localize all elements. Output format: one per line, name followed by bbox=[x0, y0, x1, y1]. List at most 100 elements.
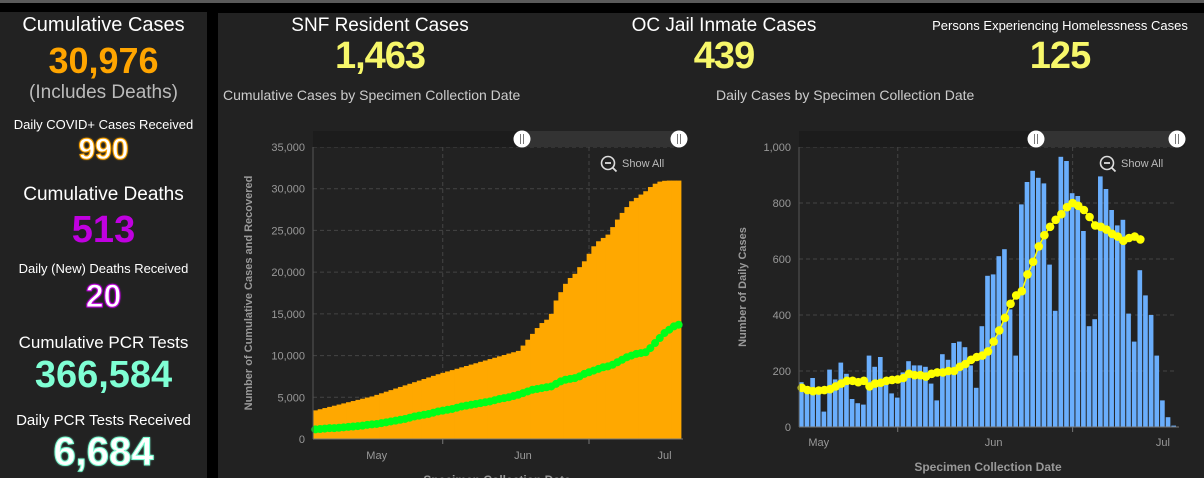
show-all-label[interactable]: Show All bbox=[1121, 158, 1163, 170]
bar-jun-23[interactable] bbox=[624, 207, 630, 439]
bar-jun-21[interactable] bbox=[1103, 189, 1109, 427]
bar-jun-18[interactable] bbox=[1086, 326, 1092, 427]
bar-may-7[interactable] bbox=[402, 385, 408, 439]
line-point-jun-27[interactable] bbox=[1136, 235, 1145, 244]
bar-apr-20[interactable] bbox=[322, 408, 328, 439]
line-point-may-31[interactable] bbox=[983, 347, 993, 356]
line-point-jun-29[interactable] bbox=[651, 339, 660, 348]
slider-end-handle[interactable] bbox=[1168, 130, 1186, 148]
bar-jul-2[interactable] bbox=[666, 180, 672, 439]
bar-may-16[interactable] bbox=[445, 371, 451, 439]
bar-jun-10[interactable] bbox=[563, 283, 569, 439]
bar-apr-27[interactable] bbox=[355, 399, 361, 439]
bar-jun-18[interactable] bbox=[600, 237, 606, 439]
bar-apr-26[interactable] bbox=[350, 401, 356, 439]
bar-jun-17[interactable] bbox=[596, 241, 602, 439]
bar-jun-28[interactable] bbox=[647, 187, 654, 439]
bar-may-15[interactable] bbox=[440, 372, 446, 439]
bar-jun-8[interactable] bbox=[553, 300, 559, 439]
bar-may-17[interactable] bbox=[906, 361, 911, 427]
bar-jun-7[interactable] bbox=[548, 313, 555, 439]
line-point-jun-2[interactable] bbox=[994, 326, 1004, 335]
line-point-jun-10[interactable] bbox=[1040, 230, 1049, 240]
bar-jun-2[interactable] bbox=[996, 256, 1002, 427]
bar-jun-15[interactable] bbox=[586, 253, 592, 439]
bar-may-1[interactable] bbox=[374, 394, 380, 439]
bar-jun-7[interactable] bbox=[1024, 182, 1030, 427]
line-point-may-9[interactable] bbox=[859, 376, 869, 386]
bar-may-9[interactable] bbox=[412, 382, 418, 439]
bar-may-30[interactable] bbox=[979, 326, 985, 427]
bar-apr-29[interactable] bbox=[364, 397, 371, 439]
line-point-jun-13[interactable] bbox=[1057, 209, 1066, 219]
bar-jun-4[interactable] bbox=[534, 328, 540, 439]
line-point-jun-18[interactable] bbox=[1085, 212, 1094, 222]
bar-apr-22[interactable] bbox=[331, 405, 337, 439]
bar-may-21[interactable] bbox=[928, 383, 934, 427]
bar-may-13[interactable] bbox=[430, 375, 437, 439]
bar-jun-10[interactable] bbox=[1041, 183, 1047, 427]
bar-jun-5[interactable] bbox=[539, 323, 545, 439]
bar-may-28[interactable] bbox=[968, 365, 973, 427]
bar-apr-25[interactable] bbox=[346, 402, 352, 439]
bar-jun-25[interactable] bbox=[633, 197, 639, 439]
bar-jul-2[interactable] bbox=[1165, 417, 1171, 427]
bar-may-9[interactable] bbox=[861, 404, 866, 427]
bar-jun-27[interactable] bbox=[1137, 270, 1143, 427]
line-point-jun-7[interactable] bbox=[1023, 270, 1032, 279]
bar-may-20[interactable] bbox=[923, 366, 928, 427]
bar-may-24[interactable] bbox=[945, 359, 951, 427]
bar-jun-15[interactable] bbox=[1069, 193, 1075, 427]
line-point-jun-3[interactable] bbox=[1000, 313, 1010, 323]
bar-jun-20[interactable] bbox=[1098, 176, 1103, 427]
line-point-jun-30[interactable] bbox=[655, 334, 664, 343]
line-point-jun-9[interactable] bbox=[1034, 242, 1044, 251]
bar-may-23[interactable] bbox=[940, 354, 945, 427]
bar-may-5[interactable] bbox=[393, 388, 399, 439]
bar-jun-27[interactable] bbox=[643, 191, 649, 439]
bar-jun-29[interactable] bbox=[1148, 315, 1154, 427]
bar-jun-13[interactable] bbox=[1058, 156, 1064, 428]
bar-may-7[interactable] bbox=[849, 399, 855, 427]
bar-apr-30[interactable] bbox=[810, 378, 815, 427]
bar-jun-6[interactable] bbox=[1019, 204, 1024, 427]
bar-jun-14[interactable] bbox=[581, 261, 588, 439]
bar-jun-26[interactable] bbox=[638, 194, 644, 439]
bar-may-11[interactable] bbox=[421, 379, 427, 439]
bar-may-17[interactable] bbox=[449, 370, 455, 439]
bar-jun-19[interactable] bbox=[605, 234, 611, 439]
range-slider[interactable] bbox=[799, 130, 1186, 148]
bar-may-25[interactable] bbox=[951, 343, 956, 427]
bar-may-22[interactable] bbox=[934, 400, 940, 427]
bar-may-29[interactable] bbox=[973, 387, 979, 427]
bar-jul-4[interactable] bbox=[676, 180, 682, 439]
bar-jul-3[interactable] bbox=[671, 180, 677, 439]
bar-jul-3[interactable] bbox=[1171, 425, 1176, 427]
bar-may-18[interactable] bbox=[911, 365, 917, 427]
bar-may-1[interactable] bbox=[815, 387, 821, 427]
range-slider[interactable] bbox=[313, 130, 688, 148]
bar-jun-23[interactable] bbox=[1114, 225, 1120, 427]
bar-jun-3[interactable] bbox=[1002, 249, 1007, 427]
line-point-jun-11[interactable] bbox=[1045, 222, 1055, 232]
bar-jun-29[interactable] bbox=[652, 183, 658, 439]
bar-jun-24[interactable] bbox=[629, 201, 635, 439]
bar-apr-21[interactable] bbox=[327, 406, 333, 439]
bar-jun-16[interactable] bbox=[1075, 196, 1081, 427]
line-point-jun-8[interactable] bbox=[1028, 257, 1038, 267]
bar-jun-19[interactable] bbox=[1092, 319, 1098, 427]
show-all-button[interactable]: Show All bbox=[1099, 155, 1164, 173]
bar-apr-30[interactable] bbox=[369, 396, 375, 439]
bar-jun-6[interactable] bbox=[544, 319, 550, 439]
line-point-jun-4[interactable] bbox=[1006, 299, 1015, 309]
bar-jun-25[interactable] bbox=[1126, 313, 1131, 427]
bar-jun-21[interactable] bbox=[614, 219, 621, 439]
bar-may-2[interactable] bbox=[379, 393, 385, 439]
slider-start-handle[interactable] bbox=[1027, 130, 1045, 148]
bar-may-6[interactable] bbox=[844, 373, 849, 427]
bar-jul-1[interactable] bbox=[1160, 400, 1165, 427]
slider-selected-range[interactable] bbox=[522, 131, 679, 147]
bar-jul-1[interactable] bbox=[662, 180, 668, 439]
bar-jun-5[interactable] bbox=[1013, 355, 1019, 427]
bar-may-2[interactable] bbox=[821, 411, 827, 427]
